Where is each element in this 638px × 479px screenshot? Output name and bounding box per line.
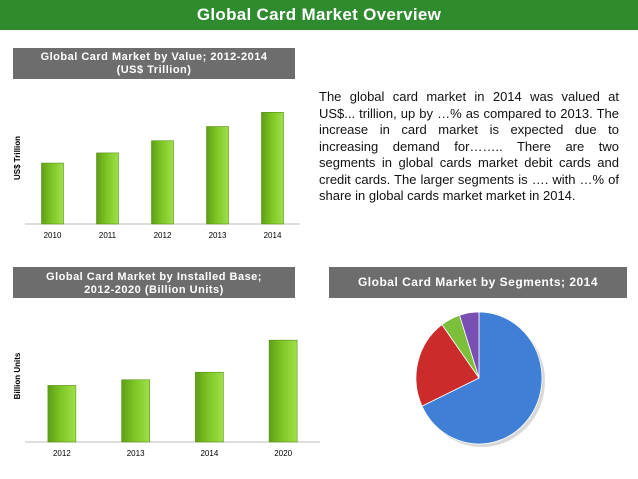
base-chart-tick-label: 2020	[274, 449, 292, 458]
pie-slice	[415, 324, 480, 407]
base-chart-header-line2: 2012-2020 (Billion Units)	[84, 284, 224, 296]
value-chart-header-line2: (US$ Trillion)	[116, 64, 192, 76]
value-chart-bar	[151, 140, 174, 225]
base-chart-bar	[195, 371, 224, 443]
value-chart-bar	[41, 162, 64, 225]
base-chart-tick-label: 2013	[127, 449, 145, 458]
base-chart-bar	[268, 339, 298, 443]
base-chart-header-line1: Global Card Market by Installed Base;	[46, 271, 262, 283]
value-chart-tick-label: 2013	[209, 231, 227, 240]
pie-slice	[421, 311, 543, 445]
market-description: The global card market in 2014 was value…	[319, 89, 619, 203]
segments-chart-header: Global Card Market by Segments; 2014	[329, 267, 627, 298]
value-chart-bar	[206, 126, 229, 225]
page-title: Global Card Market Overview	[0, 0, 638, 30]
base-chart-y-axis-label: Billion Units	[13, 352, 22, 399]
value-chart-tick-label: 2010	[44, 231, 62, 240]
value-chart-y-axis-label: US$ Trillion	[13, 136, 22, 180]
value-chart-tick-label: 2011	[99, 231, 117, 240]
value-chart-bar	[261, 112, 284, 225]
base-chart-bar	[121, 379, 150, 443]
base-chart-header: Global Card Market by Installed Base; 20…	[13, 267, 295, 298]
value-chart-tick-label: 2014	[264, 231, 282, 240]
value-chart-tick-label: 2012	[154, 231, 172, 240]
value-chart-bar	[96, 152, 119, 225]
pie-slice	[459, 311, 480, 379]
base-chart-tick-label: 2014	[200, 449, 218, 458]
base-chart-tick-label: 2012	[53, 449, 71, 458]
value-chart-header-line1: Global Card Market by Value; 2012-2014	[40, 51, 268, 63]
value-chart-header: Global Card Market by Value; 2012-2014 (…	[13, 48, 295, 79]
base-chart-bar	[47, 385, 77, 443]
